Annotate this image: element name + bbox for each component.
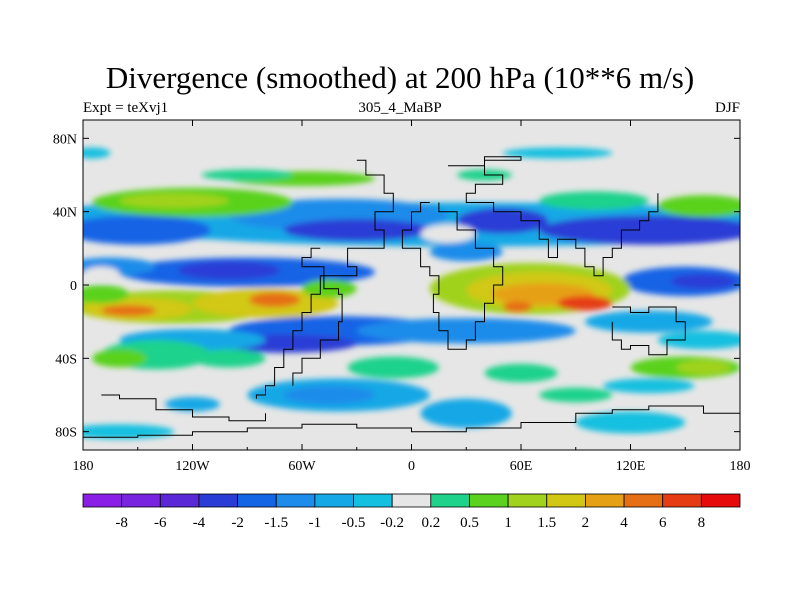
x-tick-label: 180: [730, 459, 751, 474]
contour-region-55: [539, 387, 613, 403]
contour-region-54: [165, 396, 220, 412]
coastline-australia: [611, 306, 686, 356]
colorbar-label: -0.2: [380, 515, 404, 531]
colorbar: -8 -6 -4 -2 -1.5 -1 -0.5 -0.2 0.2 0.5 1 1.5 2 4 6 8: [82, 493, 741, 531]
contour-field: [83, 120, 740, 450]
experiment-label: Expt = teXvj1: [83, 100, 169, 116]
coastline-south-pacific: [101, 394, 266, 422]
x-tick-label: 180: [73, 459, 94, 474]
colorbar-swatch: [159, 493, 200, 508]
colorbar-label: 1: [504, 515, 512, 531]
coastline-africa: [401, 202, 504, 350]
contour-region-51: [420, 398, 512, 429]
colorbar-swatch: [700, 493, 741, 508]
contour-region-38: [356, 318, 576, 344]
coastline-americas-east: [255, 159, 394, 399]
y-tick-label: 80N: [53, 132, 77, 147]
contour-region-3: [83, 215, 211, 245]
coastline-south-america-east: [292, 247, 343, 386]
colorbar-label: 6: [659, 515, 667, 531]
colorbar-swatch: [546, 493, 586, 508]
coastline-antarctica: [83, 405, 740, 438]
chart-title: Divergence (smoothed) at 200 hPa (10**6 …: [105, 60, 695, 95]
contour-region-20: [670, 274, 737, 289]
contour-region-11: [539, 191, 649, 210]
colorbar-swatch: [623, 493, 664, 508]
contour-region-44: [192, 349, 266, 368]
contour-region-10: [657, 195, 740, 218]
contour-region-39: [584, 310, 713, 333]
map-axes: 180 120W 60W 0 60E 120E 180 80N 40N 0 40S 80S: [53, 120, 751, 474]
colorbar-swatch: [507, 493, 548, 508]
x-tick-label: 60E: [510, 459, 533, 474]
contour-region-28: [502, 301, 532, 313]
x-tick-label: 120W: [175, 459, 210, 474]
colorbar-label: 0.5: [460, 515, 479, 531]
y-tick-label: 40N: [53, 206, 77, 221]
colorbar-label: 1.5: [537, 515, 556, 531]
contour-region-13: [201, 169, 293, 181]
contour-region-56: [603, 378, 695, 394]
colorbar-swatch: [430, 493, 470, 508]
colorbar-swatch: [121, 493, 161, 508]
colorbar-swatch: [314, 493, 354, 508]
period-label: 305_4_MaBP: [358, 100, 442, 116]
colorbar-label: -1: [309, 515, 322, 531]
contour-region-48: [347, 356, 439, 379]
colorbar-swatch: [391, 493, 432, 508]
colorbar-label: 2: [582, 515, 590, 531]
coastline-outline: [83, 156, 740, 438]
colorbar-swatch: [82, 493, 123, 508]
contour-region-18: [177, 261, 281, 280]
season-label: DJF: [714, 100, 740, 116]
contour-region-46: [676, 360, 731, 375]
x-tick-label: 60W: [288, 459, 316, 474]
contour-region-27: [557, 296, 613, 311]
contour-region-7: [420, 224, 476, 243]
contour-region-40: [657, 330, 740, 350]
x-tick-label: 0: [408, 459, 415, 474]
contour-region-47: [484, 363, 558, 383]
colorbar-label: 4: [620, 515, 628, 531]
contour-region-33: [249, 292, 301, 307]
contour-region-5: [283, 219, 430, 241]
colorbar-label: -1.5: [264, 515, 288, 531]
contour-region-22: [429, 242, 503, 262]
contour-region-14: [83, 147, 111, 159]
colorbar-swatch: [353, 493, 393, 508]
contour-region-43: [92, 349, 147, 368]
contour-region-15: [502, 147, 613, 159]
colorbar-label: -4: [193, 515, 206, 531]
colorbar-label: -6: [154, 515, 167, 531]
y-tick-label: 0: [70, 279, 77, 294]
y-tick-label: 80S: [55, 426, 77, 441]
y-tick-label: 40S: [55, 352, 77, 367]
x-tick-label: 120E: [616, 459, 646, 474]
colorbar-swatch: [585, 493, 625, 508]
colorbar-swatch: [275, 493, 316, 508]
colorbar-label: 8: [698, 515, 706, 531]
contour-region-23: [83, 266, 120, 282]
colorbar-label: -0.5: [342, 515, 366, 531]
contour-region-52: [575, 411, 686, 434]
colorbar-label: -8: [115, 515, 128, 531]
colorbar-label: 0.2: [421, 515, 440, 531]
colorbar-swatch: [198, 493, 238, 508]
colorbar-swatch: [469, 493, 509, 508]
contour-region-31: [101, 305, 156, 317]
colorbar-swatch: [237, 493, 277, 508]
contour-region-35: [83, 285, 129, 304]
colorbar-label: -2: [231, 515, 244, 531]
contour-region-9: [119, 193, 229, 209]
coastline-eurasia: [448, 156, 659, 277]
contour-region-6: [457, 208, 549, 234]
colorbar-swatch: [662, 493, 702, 508]
contour-region-50: [283, 385, 375, 405]
